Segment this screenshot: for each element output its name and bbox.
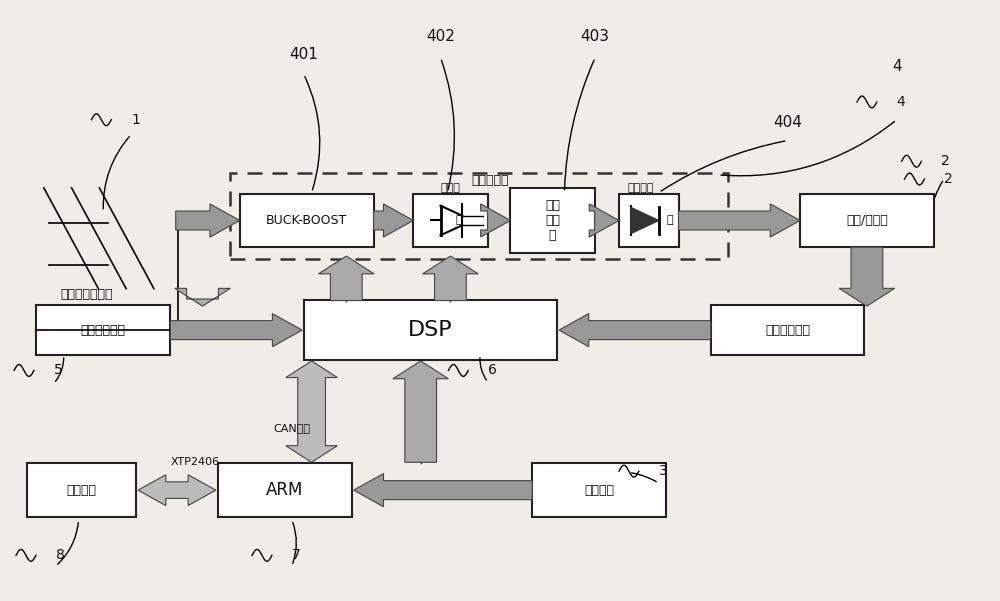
Bar xyxy=(510,188,595,253)
Text: 404: 404 xyxy=(773,115,802,130)
Bar xyxy=(230,173,728,259)
Text: 403: 403 xyxy=(581,29,610,44)
Polygon shape xyxy=(175,288,230,306)
Text: DSP: DSP xyxy=(408,320,453,340)
Polygon shape xyxy=(319,256,374,300)
Text: 401: 401 xyxy=(289,47,318,62)
Polygon shape xyxy=(354,474,532,507)
Text: 4: 4 xyxy=(897,95,905,109)
Text: ARM: ARM xyxy=(266,481,303,499)
Text: 402: 402 xyxy=(426,29,455,44)
Polygon shape xyxy=(393,361,448,462)
Text: 本: 本 xyxy=(667,216,673,225)
Text: 1: 1 xyxy=(131,113,140,127)
Polygon shape xyxy=(839,247,895,306)
Bar xyxy=(36,305,170,355)
Text: 供电模块: 供电模块 xyxy=(584,484,614,496)
Text: 主电路模块: 主电路模块 xyxy=(471,174,509,187)
Text: 5: 5 xyxy=(54,364,63,377)
Polygon shape xyxy=(286,361,337,462)
Bar xyxy=(218,463,352,517)
Text: 7: 7 xyxy=(292,548,300,563)
Bar xyxy=(240,194,374,247)
Text: 6: 6 xyxy=(488,364,497,377)
Bar xyxy=(304,300,557,360)
Polygon shape xyxy=(374,204,413,237)
Bar xyxy=(711,305,864,355)
Text: XTP2406: XTP2406 xyxy=(171,457,220,468)
Bar xyxy=(27,463,136,517)
Text: 逆变器: 逆变器 xyxy=(440,183,460,193)
Text: 3: 3 xyxy=(659,464,667,478)
Polygon shape xyxy=(679,204,800,237)
Text: 2: 2 xyxy=(941,154,950,168)
Polygon shape xyxy=(423,256,478,300)
Bar xyxy=(413,194,488,247)
Text: CAN通信: CAN通信 xyxy=(273,423,310,433)
Text: 整流滤波: 整流滤波 xyxy=(628,183,654,193)
Bar xyxy=(800,194,934,247)
Text: 显示模块: 显示模块 xyxy=(67,484,97,496)
Polygon shape xyxy=(176,204,240,237)
Text: 本: 本 xyxy=(455,216,462,225)
Polygon shape xyxy=(170,314,302,347)
Polygon shape xyxy=(481,204,510,237)
Text: 信号采样模块: 信号采样模块 xyxy=(81,323,126,337)
Text: 4: 4 xyxy=(892,59,901,74)
Text: 信号采样模块: 信号采样模块 xyxy=(765,323,810,337)
Polygon shape xyxy=(559,314,711,347)
Bar xyxy=(532,463,666,517)
Text: 高频
变压
器: 高频 变压 器 xyxy=(545,199,560,242)
Text: BUCK-BOOST: BUCK-BOOST xyxy=(266,214,347,227)
Text: 太阳能光伏系统: 太阳能光伏系统 xyxy=(60,288,113,301)
Polygon shape xyxy=(589,204,619,237)
Bar xyxy=(619,194,678,247)
Polygon shape xyxy=(631,207,659,234)
Polygon shape xyxy=(138,475,216,505)
Text: 负载/蓄电池: 负载/蓄电池 xyxy=(846,214,888,227)
Text: 2: 2 xyxy=(944,172,953,186)
Text: 8: 8 xyxy=(56,548,65,563)
